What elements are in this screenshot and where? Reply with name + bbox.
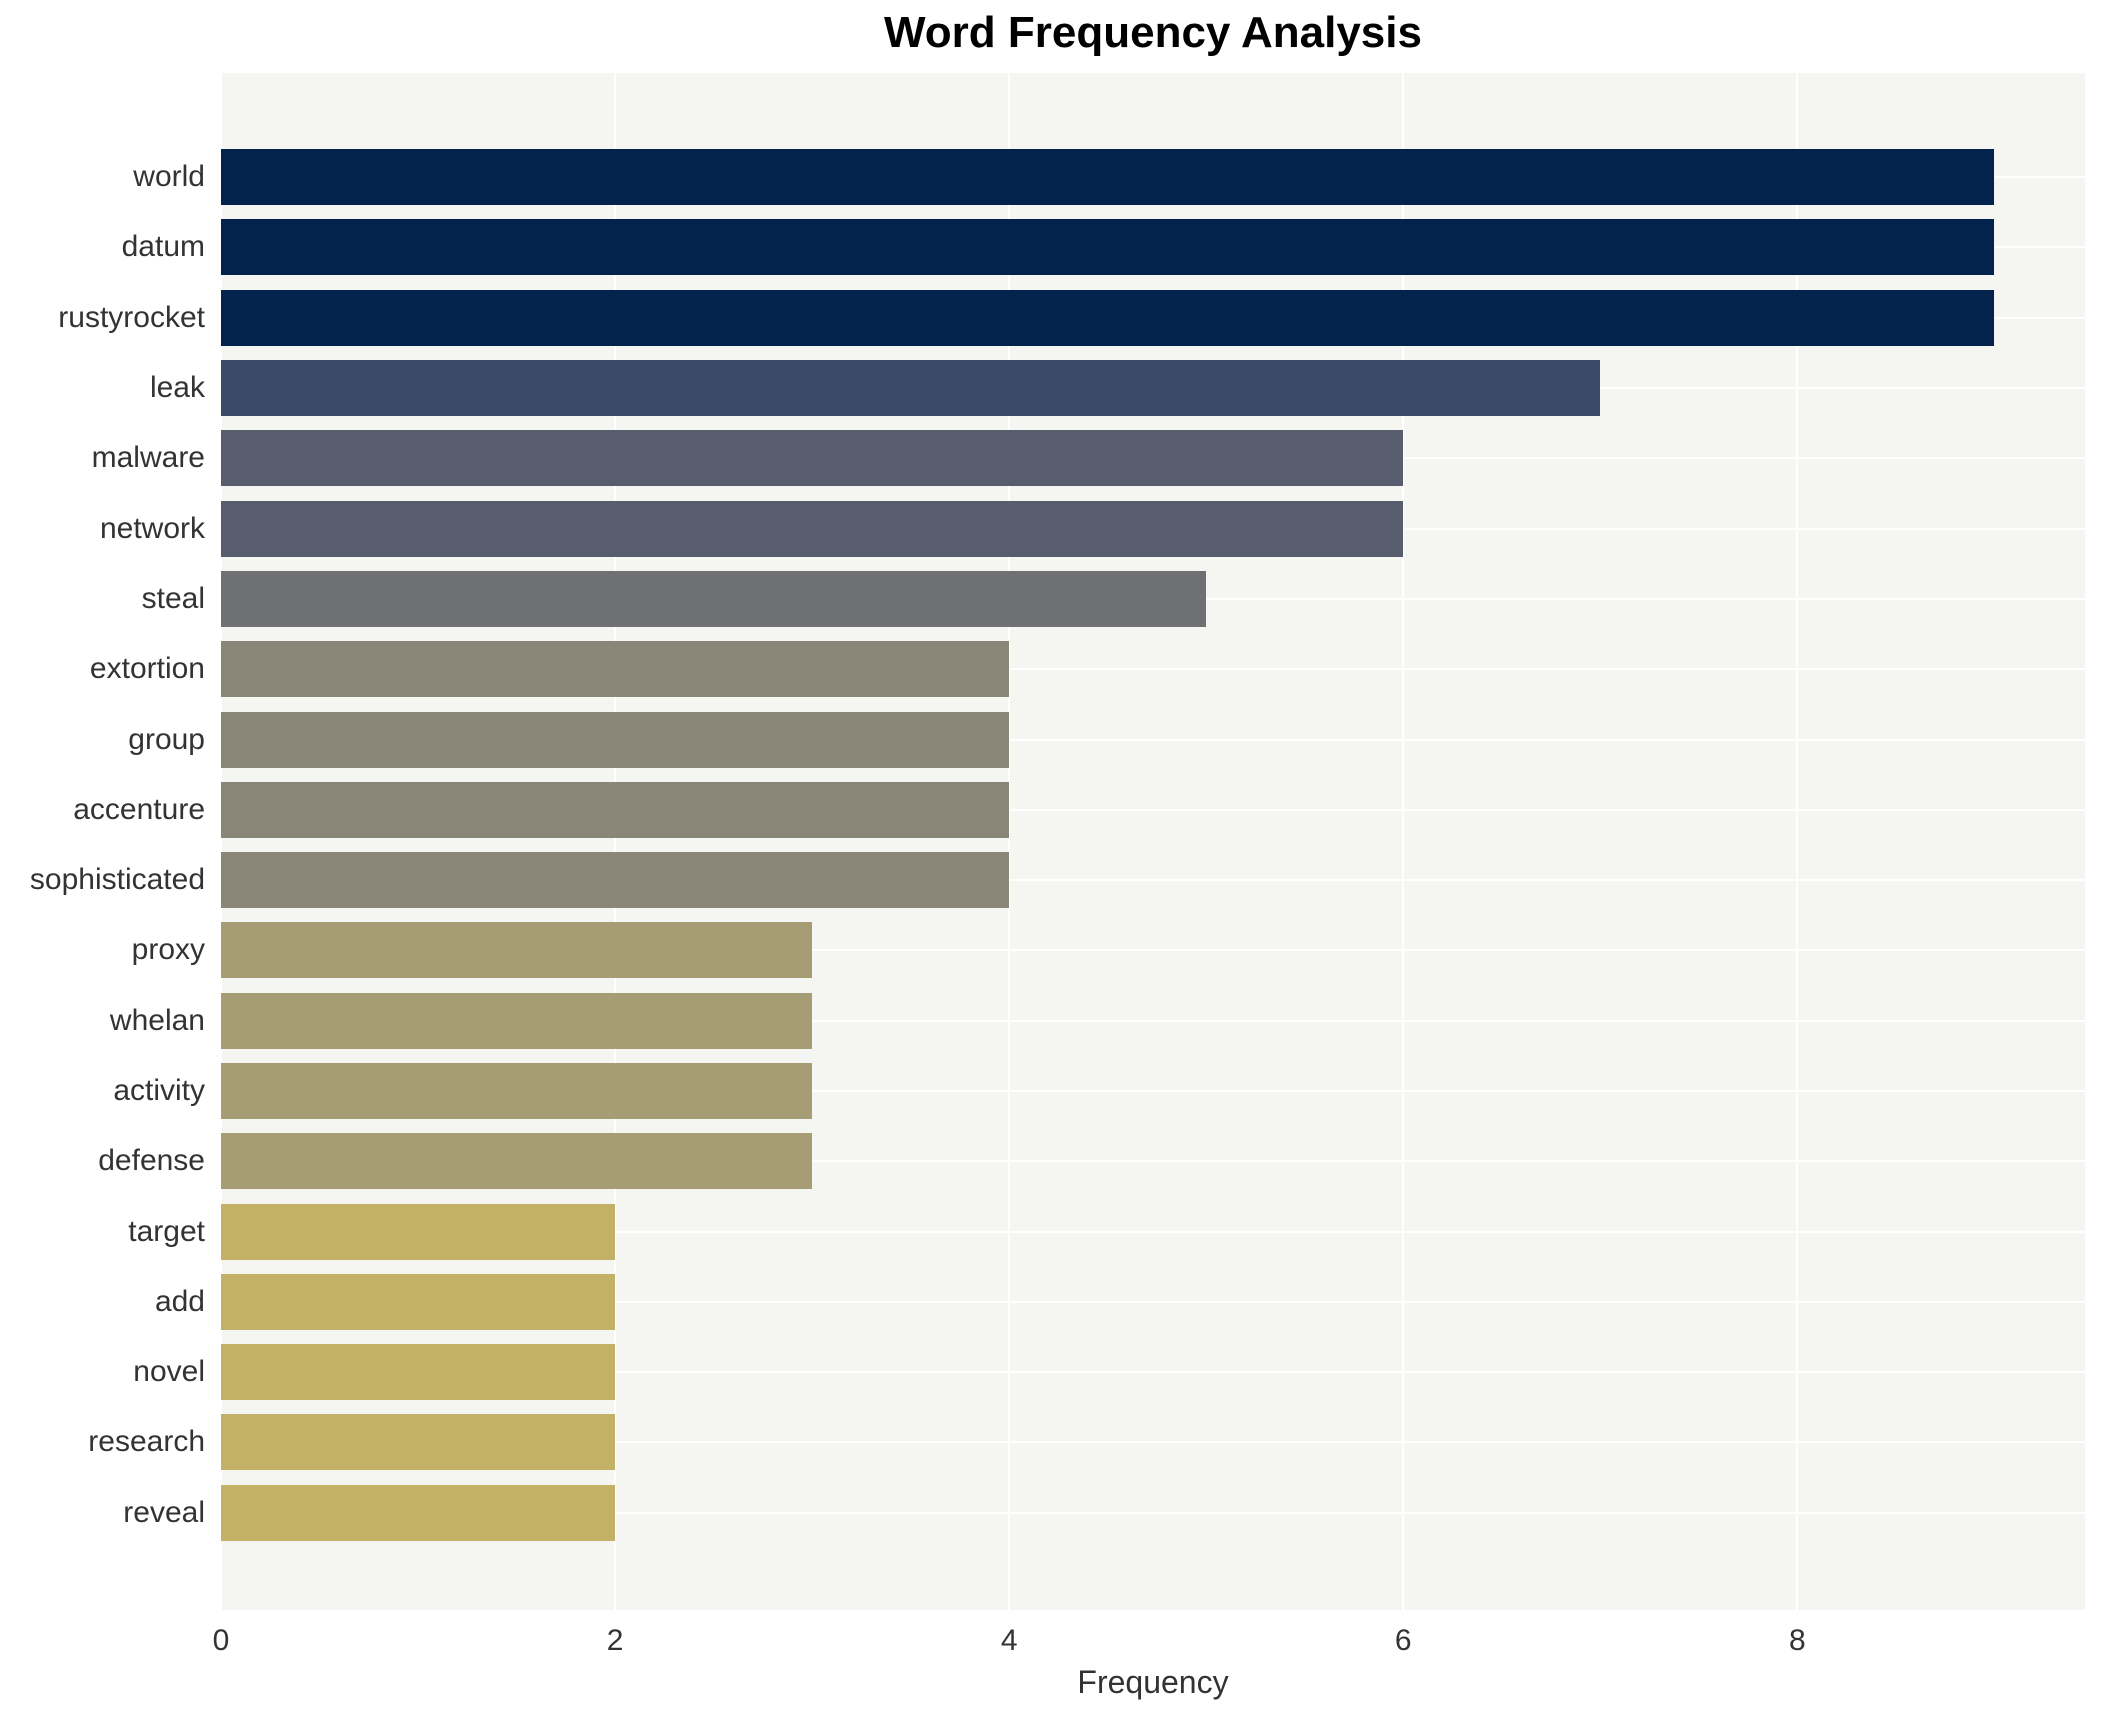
y-tick-label: activity bbox=[113, 1074, 205, 1107]
x-axis-title: Frequency bbox=[1077, 1664, 1229, 1700]
horizontal-gridline bbox=[221, 1160, 2085, 1163]
horizontal-gridline bbox=[221, 808, 2085, 811]
horizontal-gridline bbox=[221, 738, 2085, 741]
horizontal-gridline bbox=[221, 1441, 2085, 1444]
y-tick-label: defense bbox=[98, 1144, 205, 1178]
bar-row: activity bbox=[113, 1056, 2085, 1126]
y-tick-label: extortion bbox=[89, 652, 205, 686]
bar bbox=[221, 1414, 616, 1471]
x-axis-ticks: 0 2 4 6 8 bbox=[213, 1624, 2085, 1664]
horizontal-gridline bbox=[221, 1300, 2085, 1303]
bar-row: malware bbox=[92, 423, 2085, 493]
horizontal-gridline bbox=[221, 1019, 2085, 1022]
bar bbox=[221, 852, 1010, 909]
y-tick-label: datum bbox=[121, 230, 205, 264]
bar bbox=[221, 1063, 813, 1119]
bar bbox=[221, 570, 1207, 627]
bar-row: accenture bbox=[73, 775, 2085, 845]
bar-row: research bbox=[88, 1407, 2085, 1477]
x-tick-label: 4 bbox=[1000, 1624, 1018, 1657]
bar bbox=[221, 1203, 616, 1260]
bar bbox=[221, 1133, 813, 1190]
vertical-gridline bbox=[1796, 73, 1799, 1610]
bar-row: reveal bbox=[123, 1478, 2085, 1548]
bar-row: target bbox=[128, 1196, 2085, 1266]
bar bbox=[221, 430, 1404, 487]
horizontal-gridline bbox=[221, 1511, 2085, 1514]
vertical-gridline bbox=[1008, 73, 1011, 1610]
horizontal-gridline bbox=[221, 1371, 2085, 1374]
bar-row: novel bbox=[133, 1337, 2085, 1407]
horizontal-gridline bbox=[221, 1230, 2085, 1233]
bar bbox=[221, 289, 1995, 346]
plot-area: world datum rustyrocket leak malware network s… bbox=[30, 73, 2085, 1610]
bar bbox=[221, 1344, 616, 1401]
y-tick-label: proxy bbox=[131, 933, 205, 967]
y-tick-label: steal bbox=[141, 581, 205, 615]
x-tick-label: 0 bbox=[212, 1624, 230, 1657]
bar-row: whelan bbox=[110, 986, 2085, 1056]
y-tick-label: accenture bbox=[73, 792, 205, 826]
bar bbox=[221, 992, 813, 1049]
bar-row: world bbox=[133, 142, 2085, 212]
bar-row: rustyrocket bbox=[58, 283, 2085, 353]
bar bbox=[221, 711, 1010, 768]
horizontal-gridline bbox=[221, 1090, 2085, 1092]
bar bbox=[221, 1273, 616, 1330]
bar-row: datum bbox=[122, 212, 2085, 282]
y-tick-label: group bbox=[128, 722, 205, 756]
bar bbox=[221, 781, 1010, 838]
vertical-gridline bbox=[220, 73, 222, 1610]
bar-row: extortion bbox=[90, 634, 2085, 704]
bar-row: defense bbox=[98, 1126, 2085, 1196]
horizontal-gridline bbox=[221, 879, 2085, 882]
bar bbox=[221, 1484, 616, 1541]
bar bbox=[221, 149, 1995, 206]
y-tick-label: novel bbox=[133, 1355, 205, 1389]
bar-row: leak bbox=[150, 353, 2085, 423]
horizontal-gridline bbox=[221, 949, 2085, 952]
x-tick-label: 8 bbox=[1788, 1624, 1806, 1657]
y-tick-label: rustyrocket bbox=[58, 300, 205, 334]
bar-row: steal bbox=[142, 564, 2085, 634]
y-tick-label: malware bbox=[91, 441, 205, 475]
bar bbox=[221, 360, 1601, 417]
bar-row: sophisticated bbox=[30, 845, 2085, 915]
bar-row: add bbox=[155, 1267, 2085, 1337]
vertical-gridline bbox=[614, 73, 617, 1610]
y-tick-label: reveal bbox=[123, 1495, 205, 1529]
bar-row: proxy bbox=[132, 915, 2085, 985]
bar bbox=[221, 922, 813, 979]
bar bbox=[221, 219, 1995, 276]
bar-row: network bbox=[100, 493, 2085, 563]
x-tick-label: 2 bbox=[606, 1624, 624, 1657]
bar-row: group bbox=[128, 704, 2085, 774]
y-tick-label: world bbox=[133, 160, 205, 194]
chart-title: Word Frequency Analysis bbox=[884, 8, 1422, 57]
bar bbox=[221, 500, 1404, 557]
y-tick-label: research bbox=[88, 1425, 205, 1459]
y-tick-label: sophisticated bbox=[29, 863, 205, 897]
x-tick-label: 6 bbox=[1394, 1624, 1412, 1657]
y-tick-label: leak bbox=[149, 371, 205, 405]
y-tick-label: target bbox=[128, 1214, 205, 1248]
bar bbox=[221, 641, 1010, 698]
bar-rows: world datum rustyrocket leak malware network s… bbox=[30, 142, 2085, 1548]
y-tick-label: whelan bbox=[109, 1003, 205, 1037]
y-tick-label: add bbox=[154, 1284, 205, 1318]
vertical-gridline bbox=[1402, 73, 1405, 1610]
horizontal-gridline bbox=[221, 668, 2085, 671]
y-tick-label: network bbox=[99, 511, 205, 545]
